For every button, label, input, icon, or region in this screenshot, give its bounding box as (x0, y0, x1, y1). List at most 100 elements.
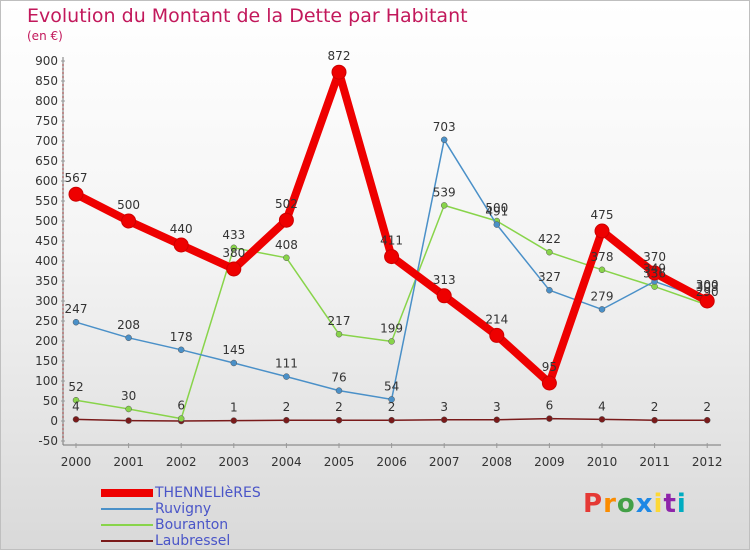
y-tick-label: 350 (35, 274, 58, 288)
data-point (436, 288, 452, 304)
data-label: 380 (222, 246, 245, 260)
y-tick-label: 300 (35, 294, 58, 308)
data-label: 408 (275, 238, 298, 252)
data-label: 279 (591, 289, 614, 303)
data-point (388, 416, 395, 424)
legend-label: Laubressel (155, 533, 231, 549)
data-point (177, 415, 185, 422)
data-point (541, 375, 557, 391)
data-label: 433 (222, 228, 245, 242)
legend-label: Ruvigny (155, 501, 212, 517)
data-label: 214 (485, 312, 508, 326)
y-tick-label: 150 (35, 354, 58, 368)
data-label: 2 (703, 400, 711, 414)
x-tick-label: 2008 (482, 455, 513, 469)
data-point (125, 405, 132, 413)
data-label: 2 (388, 400, 396, 414)
data-point (121, 213, 137, 229)
x-tick-label: 2003 (219, 455, 250, 469)
data-point (226, 261, 242, 277)
data-point (647, 265, 663, 281)
y-tick-label: 650 (35, 154, 58, 168)
legend-swatch (101, 540, 153, 542)
data-point (388, 338, 395, 345)
legend-item: Laubressel (101, 533, 261, 549)
legend-item: THENNELIèRES (101, 485, 261, 501)
y-tick-label: -50 (38, 434, 58, 448)
data-label: 1 (230, 401, 238, 415)
data-label: 440 (170, 222, 193, 236)
data-label: 2 (651, 400, 659, 414)
data-label: 247 (65, 302, 88, 316)
data-label: 349 (643, 261, 666, 275)
legend-swatch (101, 508, 153, 510)
data-label: 327 (538, 270, 561, 284)
data-label: 500 (117, 198, 140, 212)
y-tick-label: 800 (35, 94, 58, 108)
data-point (72, 396, 80, 404)
y-tick-label: 250 (35, 314, 58, 328)
data-label: 491 (485, 205, 508, 219)
y-tick-label: 200 (35, 334, 58, 348)
data-label: 30 (121, 389, 136, 403)
data-point (440, 202, 448, 209)
data-point (546, 415, 553, 422)
legend-swatch (101, 524, 153, 526)
logo-letter: x (635, 489, 654, 519)
x-tick-label: 2011 (639, 455, 670, 469)
data-label: 199 (380, 321, 403, 335)
data-label: 95 (542, 360, 557, 374)
data-label: 178 (170, 330, 193, 344)
data-point (125, 417, 132, 424)
data-point (335, 416, 343, 424)
data-label: 145 (222, 343, 245, 357)
chart-legend: THENNELIèRES Ruvigny Bouranton Laubressel (101, 485, 261, 549)
data-point (651, 416, 658, 424)
logo-letter: r (603, 489, 617, 519)
data-point (72, 416, 80, 423)
data-point (283, 254, 290, 262)
x-tick-label: 2010 (587, 455, 618, 469)
data-label: 303 (696, 280, 719, 294)
data-label: 52 (68, 380, 83, 394)
x-tick-label: 2006 (376, 455, 407, 469)
x-tick-label: 2001 (113, 455, 144, 469)
data-label: 3 (440, 400, 448, 414)
y-tick-label: 450 (35, 234, 58, 248)
data-label: 2 (335, 400, 343, 414)
data-point (230, 417, 238, 424)
data-label: 6 (177, 399, 185, 413)
data-point (230, 244, 238, 252)
logo-letter: o (616, 489, 636, 519)
data-label: 703 (433, 120, 456, 134)
data-point (489, 327, 505, 343)
y-tick-label: 400 (35, 254, 58, 268)
data-label: 2 (283, 400, 291, 414)
data-point (384, 249, 400, 265)
y-tick-label: 50 (43, 394, 58, 408)
data-label: 290 (696, 285, 719, 299)
data-label: 378 (591, 250, 614, 264)
data-label: 539 (433, 185, 456, 199)
data-point (546, 286, 553, 294)
logo-letter: P (583, 489, 604, 519)
data-label: 111 (275, 357, 298, 371)
x-tick-label: 2005 (324, 455, 355, 469)
data-point (331, 64, 347, 80)
data-label: 502 (275, 197, 298, 211)
data-point (546, 248, 553, 256)
legend-label: Bouranton (155, 517, 229, 533)
y-tick-label: 750 (35, 114, 58, 128)
data-label: 208 (117, 318, 140, 332)
data-label: 336 (643, 267, 666, 281)
data-point (173, 237, 189, 253)
data-point (493, 416, 501, 424)
data-label: 500 (485, 201, 508, 215)
y-tick-label: 550 (35, 194, 58, 208)
legend-label: THENNELIèRES (155, 485, 261, 501)
data-label: 567 (65, 171, 88, 185)
data-label: 872 (328, 49, 351, 63)
legend-item: Bouranton (101, 517, 261, 533)
